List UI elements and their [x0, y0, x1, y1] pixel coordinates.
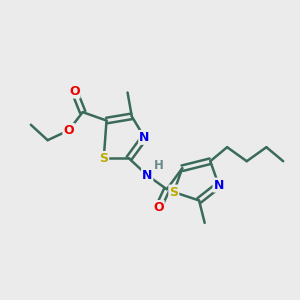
Text: O: O: [63, 124, 74, 137]
Text: S: S: [169, 186, 178, 199]
Text: O: O: [69, 85, 80, 98]
Text: N: N: [139, 131, 150, 144]
Text: N: N: [214, 178, 224, 192]
Text: S: S: [99, 152, 108, 165]
Text: H: H: [154, 159, 164, 172]
Text: N: N: [142, 169, 152, 182]
Text: O: O: [153, 201, 164, 214]
